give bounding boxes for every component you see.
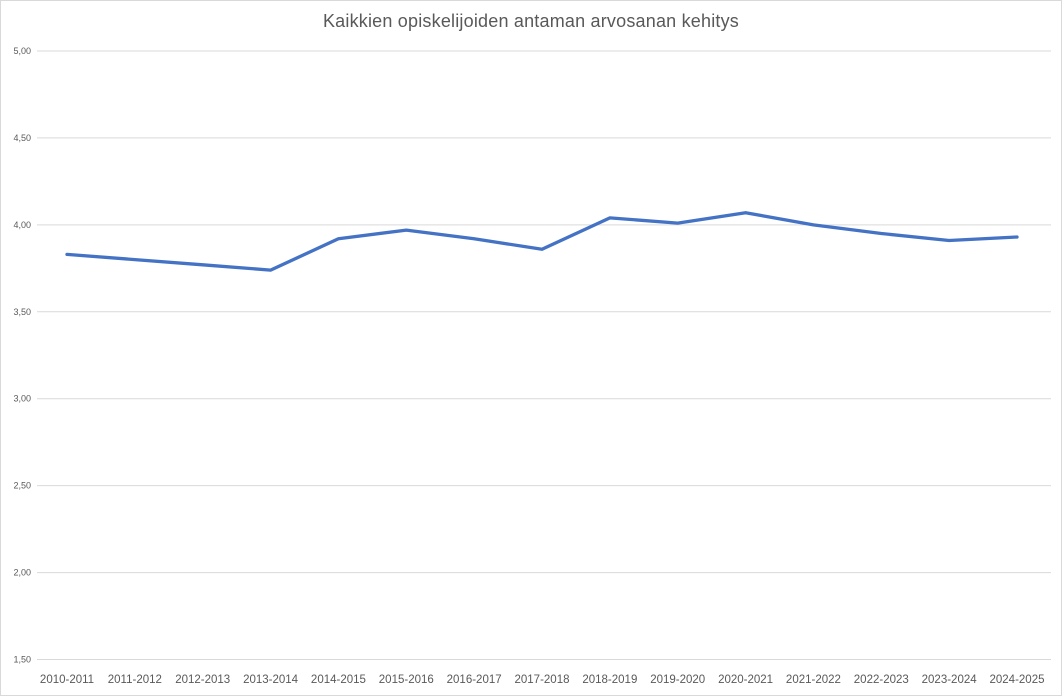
x-axis-tick-label: 2010-2011 (40, 674, 94, 686)
x-axis-tick-label: 2018-2019 (582, 674, 637, 686)
y-axis-tick-label: 4,00 (13, 220, 31, 230)
chart-title: Kaikkien opiskelijoiden antaman arvosana… (322, 11, 740, 31)
x-axis-tick-label: 2023-2024 (922, 674, 978, 686)
x-axis-tick-label: 2016-2017 (447, 674, 502, 686)
y-axis-tick-label: 1,50 (13, 655, 31, 665)
x-axis-tick-label: 2021-2022 (786, 674, 841, 686)
y-axis-tick-label: 3,50 (13, 307, 31, 317)
y-axis-tick-label: 2,50 (13, 481, 31, 491)
y-axis-tick-label: 4,50 (13, 133, 31, 143)
x-axis-tick-label: 2024-2025 (990, 674, 1045, 686)
x-axis-tick-label: 2012-2013 (175, 674, 230, 686)
x-axis-tick-label: 2015-2016 (379, 674, 434, 686)
x-axis-tick-label: 2017-2018 (515, 674, 570, 686)
x-axis-tick-label: 2019-2020 (650, 674, 705, 686)
x-axis-tick-label: 2011-2012 (108, 674, 162, 686)
x-axis-tick-label: 2013-2014 (243, 674, 299, 686)
y-axis-tick-label: 3,00 (13, 394, 31, 404)
x-axis-tick-label: 2022-2023 (854, 674, 909, 686)
x-axis-tick-label: 2020-2021 (718, 674, 773, 686)
x-axis-tick-label: 2014-2015 (311, 674, 366, 686)
data-line-series (65, 211, 1019, 272)
y-axis-tick-label: 2,00 (13, 568, 31, 578)
y-axis-tick-label: 5,00 (13, 46, 31, 56)
